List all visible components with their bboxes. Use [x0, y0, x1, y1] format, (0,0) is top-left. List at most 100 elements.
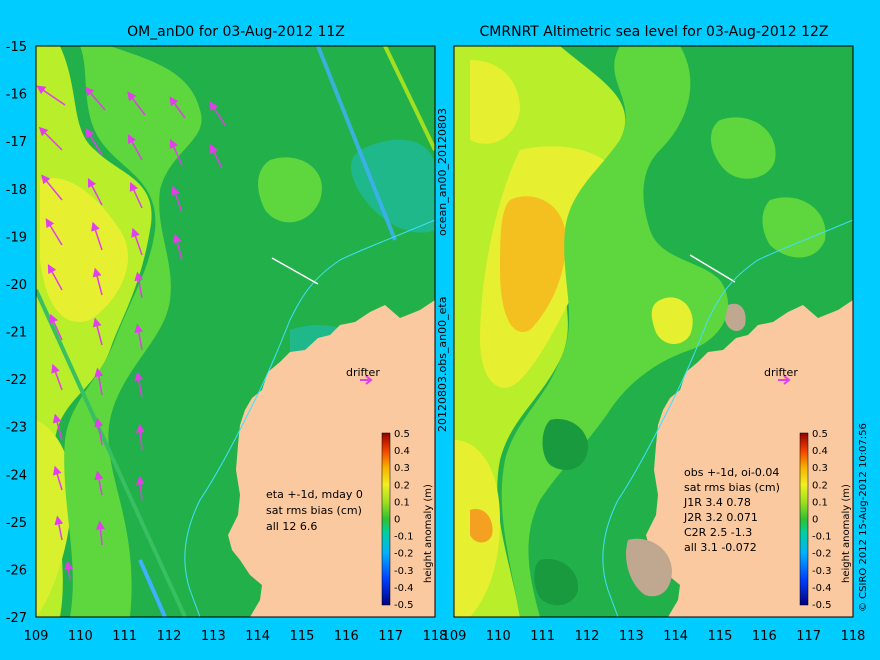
left-light-green-patch — [258, 157, 322, 223]
left-x-tick-label: 114 — [245, 629, 270, 644]
right-x-tick-label: 116 — [752, 629, 777, 644]
copyright-label: © CSIRO 2012 15-Aug-2012 10:07:56 — [858, 423, 869, 612]
right-colorbar-tick: 0.3 — [812, 463, 828, 474]
right-drifter-arrow — [778, 375, 791, 385]
left-stats-box: eta +-1d, mday 0 sat rms bias (cm) all 1… — [266, 488, 363, 533]
left-teal-patch — [350, 139, 435, 233]
left-y-tick-label: -21 — [6, 326, 27, 341]
between-label-bottom: 20120803.obs_an00_eta — [436, 297, 449, 432]
left-y-tick-label: -23 — [6, 421, 27, 436]
right-light-green-north — [710, 117, 776, 179]
left-map-panel: OM_anD0 for 03-Aug-2012 11Z — [6, 24, 448, 644]
left-y-axis-ticks: -15 -16 -17 -18 -19 -20 -21 -22 -23 -24 -25 -26 -27 — [6, 40, 27, 626]
right-stats-line-2: sat rms bias (cm) — [684, 481, 780, 494]
left-y-tick-label: -17 — [6, 135, 27, 150]
left-y-tick-label: -22 — [6, 373, 27, 388]
left-stats-line-2: sat rms bias (cm) — [266, 504, 362, 517]
right-colorbar-label: height anomaly (m) — [841, 484, 852, 583]
left-sat-track-3 — [36, 289, 187, 617]
right-stats-line-6: all 3.1 -0.072 — [684, 541, 757, 554]
left-colorbar-tick: -0.3 — [394, 566, 414, 577]
right-colorbar-tick: -0.3 — [812, 566, 832, 577]
left-colorbar-tick: 0.4 — [394, 446, 410, 457]
left-x-tick-label: 115 — [290, 629, 315, 644]
left-colorbar-label: height anomaly (m) — [423, 484, 434, 583]
right-colorbar-tick: 0.1 — [812, 497, 828, 508]
right-colorbar-tick: 0.4 — [812, 446, 828, 457]
right-colorbar-tick: -0.1 — [812, 532, 832, 543]
right-light-green-north-2 — [762, 197, 826, 258]
right-stats-line-1: obs +-1d, oi-0.04 — [684, 466, 779, 479]
left-colorbar-tick: 0.3 — [394, 463, 410, 474]
left-x-tick-label: 111 — [112, 629, 137, 644]
left-y-tick-label: -16 — [6, 88, 27, 103]
right-colorbar-gradient — [799, 432, 809, 606]
right-x-axis-ticks: 109 110 111 112 113 114 115 116 117 118 — [442, 629, 866, 644]
right-map-frame — [453, 45, 854, 618]
left-x-tick-label: 116 — [334, 629, 359, 644]
left-white-track — [271, 257, 319, 285]
right-shelf-grey-2 — [625, 538, 672, 597]
right-colorbar-tick: -0.4 — [812, 583, 832, 594]
left-map-frame — [35, 45, 436, 618]
right-x-tick-label: 109 — [442, 629, 467, 644]
right-stats-line-3: J1R 3.4 0.78 — [683, 496, 751, 509]
left-colorbar-tick: 0.2 — [394, 480, 410, 491]
right-x-tick-label: 111 — [530, 629, 555, 644]
right-panel-title: CMRNRT Altimetric sea level for 03-Aug-2… — [480, 24, 829, 40]
right-x-tick-label: 115 — [708, 629, 733, 644]
left-y-tick-label: -25 — [6, 516, 27, 531]
right-shelf-grey — [725, 303, 746, 332]
left-panel-title: OM_anD0 for 03-Aug-2012 11Z — [127, 24, 345, 40]
left-drifter-label: drifter — [346, 366, 380, 379]
left-sat-track-4 — [138, 559, 167, 617]
left-x-tick-label: 118 — [423, 629, 448, 644]
right-stats-box: obs +-1d, oi-0.04 sat rms bias (cm) J1R … — [683, 466, 780, 554]
right-orange-field-2 — [470, 509, 493, 543]
left-yellow-field-2 — [36, 420, 73, 617]
left-colorbar-gradient — [381, 432, 391, 606]
right-stats-line-4: J2R 3.2 0.071 — [683, 511, 758, 524]
right-map-panel: CMRNRT Altimetric sea level for 03-Aug-2… — [442, 24, 866, 644]
right-x-tick-label: 112 — [575, 629, 600, 644]
left-colorbar-tick: -0.2 — [394, 549, 414, 560]
left-colorbar-tick: 0.1 — [394, 497, 410, 508]
left-colorbar-tick: 0 — [394, 515, 400, 526]
left-sat-track-2 — [383, 46, 435, 151]
left-y-tick-label: -18 — [6, 183, 27, 198]
left-x-tick-label: 110 — [68, 629, 93, 644]
right-colorbar-tick: -0.5 — [812, 600, 832, 611]
right-drifter-label: drifter — [764, 366, 798, 379]
left-colorbar-tick: -0.4 — [394, 583, 414, 594]
left-x-tick-label: 109 — [24, 629, 49, 644]
left-colorbar-ticks: 0.5 0.4 0.3 0.2 0.1 0 -0.1 -0.2 -0.3 -0.4 -0.5 — [394, 429, 414, 611]
left-y-tick-label: -20 — [6, 278, 27, 293]
right-x-tick-label: 110 — [486, 629, 511, 644]
right-x-tick-label: 113 — [619, 629, 644, 644]
left-sat-track-1 — [316, 46, 397, 241]
left-drifter-arrow — [360, 375, 373, 385]
left-colorbar-tick: 0.5 — [394, 429, 410, 440]
left-y-tick-label: -27 — [6, 611, 27, 626]
right-stats-line-5: C2R 2.5 -1.3 — [684, 526, 752, 539]
right-x-tick-label: 118 — [841, 629, 866, 644]
left-yellow-field — [40, 178, 129, 322]
left-y-tick-label: -26 — [6, 563, 27, 578]
right-colorbar-tick: -0.2 — [812, 549, 832, 560]
left-y-tick-label: -15 — [6, 40, 27, 55]
left-coast-isobath — [184, 219, 435, 617]
right-coast-isobath-line — [689, 254, 736, 283]
right-light-green-band — [501, 46, 729, 617]
right-colorbar-tick: 0.2 — [812, 480, 828, 491]
left-x-tick-label: 117 — [378, 629, 403, 644]
right-coast-isobath — [602, 219, 853, 617]
left-x-tick-label: 112 — [157, 629, 182, 644]
right-orange-field — [500, 196, 566, 332]
left-colorbar: 0.5 0.4 0.3 0.2 0.1 0 -0.1 -0.2 -0.3 -0.4 -0.5 hei… — [381, 429, 434, 611]
right-x-tick-label: 117 — [796, 629, 821, 644]
right-yellow-blob — [651, 297, 693, 345]
right-colorbar: 0.5 0.4 0.3 0.2 0.1 0 -0.1 -0.2 -0.3 -0.4 -0.5 hei… — [799, 429, 852, 611]
left-colorbar-tick: -0.5 — [394, 600, 414, 611]
left-x-axis-ticks: 109 110 111 112 113 114 115 116 117 118 — [24, 629, 448, 644]
